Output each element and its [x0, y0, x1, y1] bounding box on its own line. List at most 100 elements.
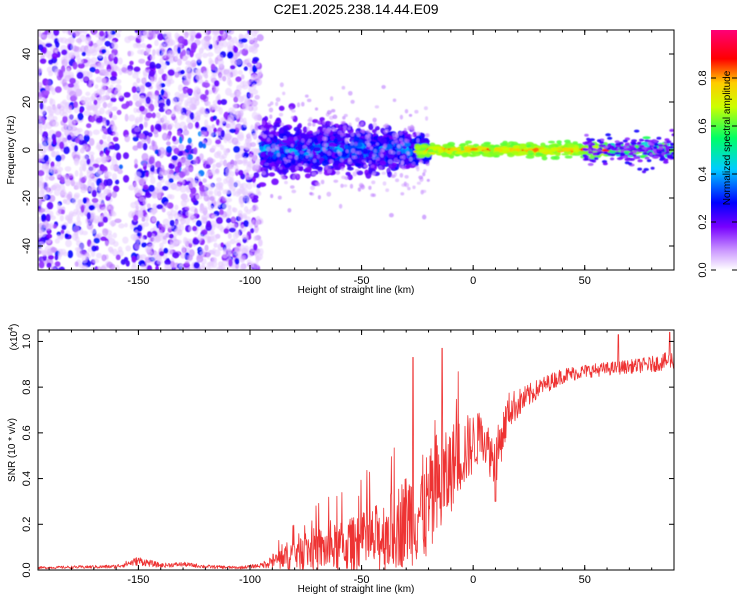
- spectrogram-cell: [185, 217, 190, 226]
- spectrogram-cell: [136, 77, 141, 84]
- spectrogram-cell: [39, 58, 47, 64]
- spectrogram-cell: [159, 178, 165, 183]
- spectrogram-cell: [146, 44, 152, 49]
- spectrogram-cell: [289, 185, 295, 189]
- spectrogram-cell: [91, 245, 97, 252]
- spectrogram-cell: [123, 152, 129, 160]
- spectrogram-cell: [285, 149, 290, 153]
- spectrogram-cell: [86, 123, 92, 129]
- spectrogram-cell: [86, 105, 93, 111]
- spectrogram-cell: [115, 152, 122, 161]
- spectrogram-cell: [216, 150, 222, 157]
- spectrogram-cell: [154, 132, 159, 138]
- spectrogram-cell: [350, 132, 355, 137]
- spectrogram-cell: [199, 153, 204, 161]
- spectrogram-cell: [101, 254, 107, 262]
- spectrogram-cell: [55, 130, 62, 138]
- spectrogram-cell: [168, 242, 175, 249]
- spectrogram-cell: [106, 261, 114, 269]
- spectrogram-cell: [46, 262, 52, 268]
- spectrogram-cell: [229, 65, 236, 70]
- spectrogram-cell: [122, 175, 130, 183]
- spectrogram-cell: [139, 105, 145, 112]
- spectrogram-cell: [95, 144, 103, 150]
- spectrogram-cell: [206, 157, 214, 165]
- spectrogram-cell: [101, 95, 107, 101]
- spectrogram-cell: [195, 121, 200, 129]
- spectrogram-cell: [42, 194, 48, 200]
- spectrogram-cell: [251, 105, 258, 112]
- spectrogram-cell: [169, 219, 175, 227]
- spectrogram-cell: [66, 173, 74, 179]
- spectrogram-cell: [134, 118, 139, 126]
- spectrogram-cell: [228, 183, 234, 190]
- spectrogram-cell: [133, 182, 138, 187]
- spectrogram-cell: [251, 175, 256, 183]
- spectrogram-cell: [301, 101, 305, 107]
- spectrogram-cell: [58, 70, 64, 79]
- spectrogram-cell: [341, 175, 346, 180]
- spectrogram-cell: [313, 147, 321, 152]
- spectrogram-cell: [130, 233, 138, 241]
- spectrogram-cell: [266, 146, 272, 152]
- spectrogram-cell: [233, 46, 239, 54]
- spectrogram-cell: [241, 234, 249, 240]
- spectrogram-cell: [154, 39, 159, 47]
- spectrogram-cell: [185, 211, 191, 217]
- spectrogram-cell: [242, 156, 248, 165]
- spectrogram-cell: [95, 76, 103, 83]
- spectrogram-cell: [232, 231, 239, 240]
- spectrogram-cell: [143, 176, 148, 182]
- spectrogram-cell: [38, 207, 46, 213]
- spectrogram-cell: [368, 160, 372, 165]
- spectrogram-cell: [279, 82, 284, 88]
- spectrogram-cell: [301, 138, 305, 143]
- spectrogram-cell: [111, 40, 116, 49]
- spectrogram-cell: [92, 129, 100, 135]
- spectrogram-cell: [326, 110, 332, 115]
- spectrogram-cell: [213, 80, 220, 87]
- spectrogram-cell: [371, 180, 376, 185]
- spectrogram-cell: [403, 138, 408, 143]
- spectrogram-cell: [166, 110, 172, 116]
- spectrogram-cell: [111, 211, 117, 217]
- spectrogram-cell: [212, 163, 217, 170]
- spectrogram-cell: [342, 125, 347, 130]
- spectrogram-cell: [388, 213, 394, 218]
- spectrogram-cell: [141, 153, 149, 161]
- spectrogram-cell: [64, 233, 69, 238]
- spectrogram-cell: [418, 175, 424, 180]
- spectrogram-cell: [252, 204, 258, 211]
- spectrogram-cell: [54, 238, 60, 244]
- spectrogram-cell: [54, 261, 61, 267]
- spectrogram-cell: [122, 236, 129, 244]
- spectrogram-cell: [406, 151, 411, 156]
- spectrogram-cell: [189, 193, 194, 199]
- spectrogram-cell: [63, 85, 70, 91]
- spectrogram-cell: [187, 122, 194, 130]
- spectrogram-cell: [393, 157, 398, 163]
- spectrogram-cell: [138, 196, 145, 202]
- spectrogram-cell: [320, 179, 325, 185]
- spectrogram-cell: [555, 151, 561, 157]
- spectrogram-cell: [246, 182, 253, 190]
- spectrogram-cell: [100, 236, 107, 242]
- spectrogram-cell: [72, 84, 80, 92]
- spectrogram-cell: [235, 76, 242, 83]
- spectrogram-cell: [184, 260, 190, 266]
- spectrogram-cell: [234, 165, 239, 173]
- spectrogram-cell: [222, 75, 227, 82]
- spectrogram-cell: [155, 160, 162, 169]
- spectrogram-cell: [50, 247, 58, 253]
- spectrogram-cell: [172, 135, 177, 142]
- spectrogram-cell: [355, 117, 360, 122]
- spectrogram-cell: [237, 69, 243, 76]
- spectrogram-cell: [333, 137, 338, 144]
- spectrogram-cell: [245, 209, 252, 215]
- spectrogram-cell: [404, 109, 409, 114]
- spectrogram-cell: [58, 248, 64, 257]
- spectrogram-cell: [121, 103, 129, 110]
- spectrogram-cell: [101, 165, 107, 172]
- spectrogram-cell: [68, 52, 75, 58]
- spectrogram-cell: [41, 136, 47, 143]
